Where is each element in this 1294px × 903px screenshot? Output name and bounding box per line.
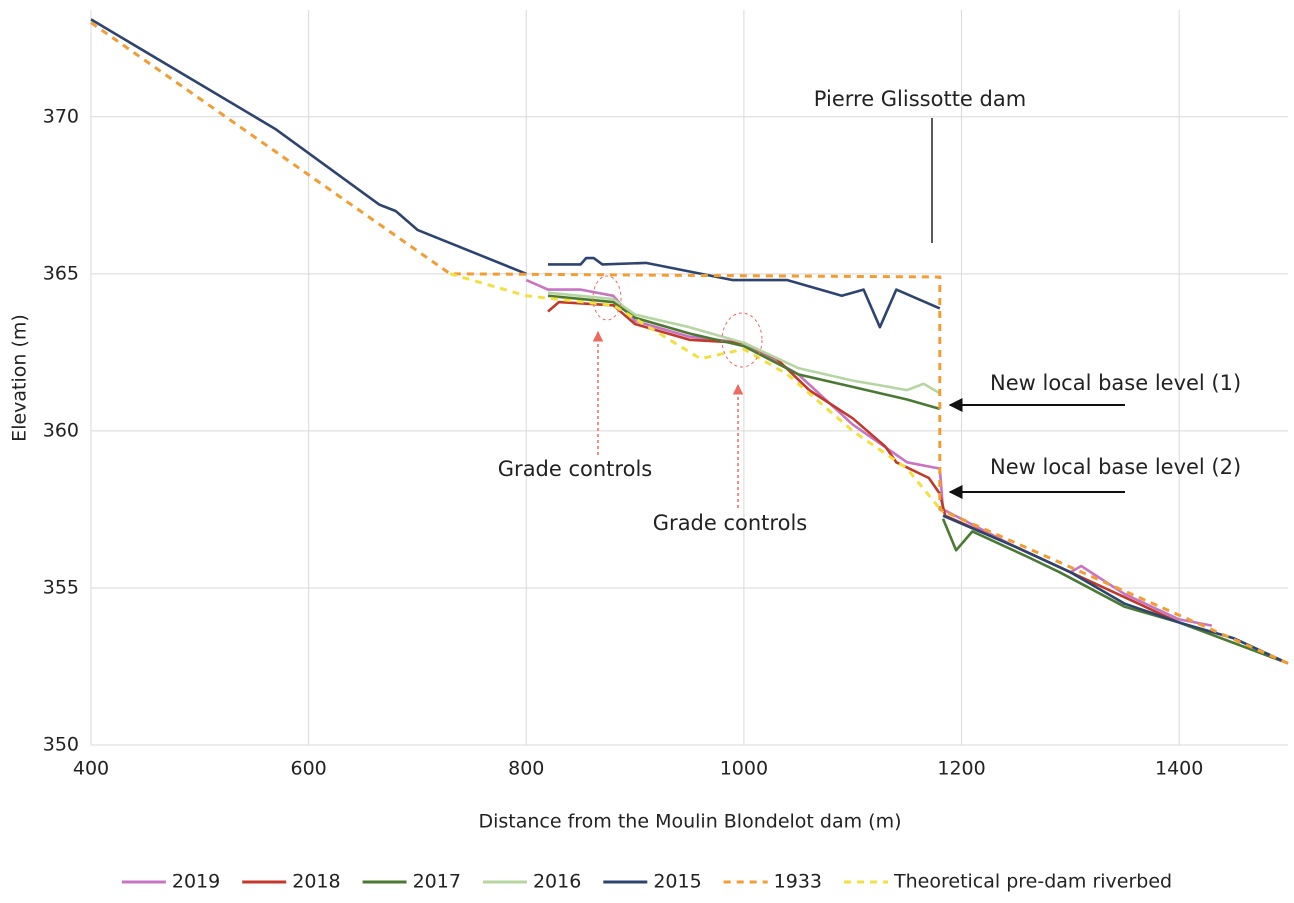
- y-tick-label: 355: [43, 576, 79, 598]
- lines: [90, 18, 1289, 665]
- legend-label: 2015: [653, 871, 701, 893]
- annotation-shapes: [592, 118, 1125, 508]
- x-tick-label: 800: [508, 758, 544, 780]
- y-axis-title: Elevation (m): [9, 314, 31, 442]
- legend-item: 2016: [482, 871, 581, 893]
- legend-item: 2019: [121, 871, 220, 893]
- legend-label: 2016: [533, 871, 581, 893]
- series-line: [449, 272, 945, 514]
- legend-item: Theoretical pre-dam riverbed: [844, 871, 1172, 893]
- x-tick-label: 400: [73, 758, 109, 780]
- annotation: Grade controls: [498, 457, 652, 481]
- y-tick-label: 370: [43, 105, 79, 127]
- legend-label: 1933: [774, 871, 822, 893]
- series-line: [90, 18, 1289, 665]
- x-tick-label: 1400: [1155, 758, 1203, 780]
- x-tick-label: 1000: [720, 758, 768, 780]
- legend-label: 2018: [292, 871, 340, 893]
- series-line: [90, 21, 1289, 665]
- legend: 2019 2018 2017 2016 2015 1933 Theoretical pre-…: [121, 871, 1172, 893]
- legend-label: Theoretical pre-dam riverbed: [893, 871, 1172, 893]
- legend-label: 2017: [413, 871, 461, 893]
- series-line: [547, 291, 941, 395]
- circle: [592, 275, 622, 321]
- y-tick-label: 365: [43, 262, 79, 284]
- legend-item: 2015: [603, 871, 702, 893]
- series-line: [547, 294, 1289, 665]
- annotation: New local base level (2): [990, 455, 1241, 479]
- circle: [721, 312, 763, 368]
- y-tick-label: 360: [43, 419, 79, 441]
- legend-item: 2017: [362, 871, 461, 893]
- annotation: New local base level (1): [990, 371, 1241, 395]
- legend-item: 1933: [723, 871, 822, 893]
- legend-item: 2018: [242, 871, 341, 893]
- grid: 350 355 360 365 370 400 600 800 1000 1200 1400: [43, 10, 1288, 780]
- annotation: Pierre Glissotte dam: [814, 87, 1026, 111]
- x-tick-label: 1200: [937, 758, 985, 780]
- x-axis-title: Distance from the Moulin Blondelot dam (…: [478, 811, 901, 833]
- annotation: Grade controls: [653, 511, 807, 535]
- series-line: [525, 278, 1213, 627]
- legend-label: 2019: [172, 871, 220, 893]
- y-tick-label: 350: [43, 734, 79, 756]
- x-tick-label: 600: [291, 758, 327, 780]
